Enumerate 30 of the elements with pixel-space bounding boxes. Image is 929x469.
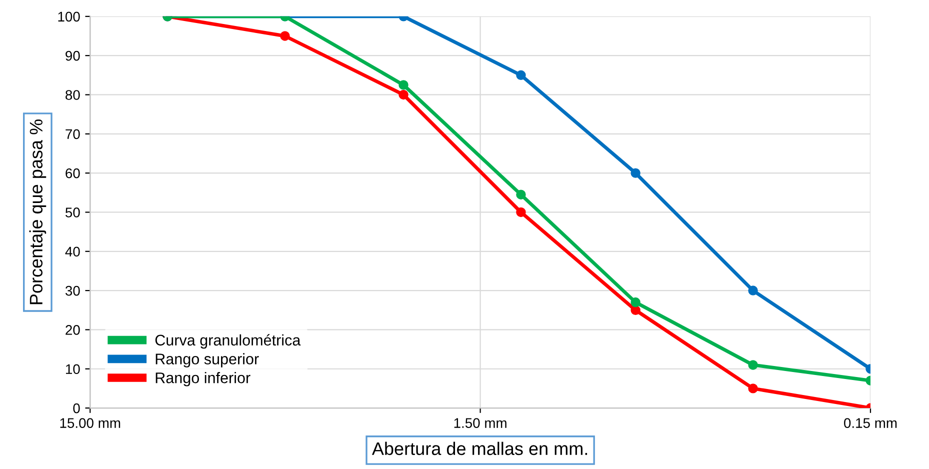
y-tick-label: 70 xyxy=(66,129,80,140)
y-tick-label: 20 xyxy=(66,325,80,335)
y-tick-label: 50 xyxy=(66,208,80,218)
y-tick-label: 100 xyxy=(58,12,80,22)
point xyxy=(516,207,526,218)
point xyxy=(398,90,408,100)
x-tick-label: 1.50 mm xyxy=(454,418,506,428)
point xyxy=(630,297,640,308)
legend-label: Rango inferior xyxy=(156,372,250,386)
point xyxy=(748,360,758,370)
y-tick-label: 30 xyxy=(65,286,80,296)
y-tick-label: 40 xyxy=(65,246,80,257)
point xyxy=(748,286,758,296)
x-tick-label: 0.15 mm xyxy=(844,418,897,428)
point xyxy=(398,80,408,90)
x-tick-label: 15.00 mm xyxy=(60,418,120,428)
y-tick-label: 10 xyxy=(66,364,80,374)
legend-label: Rango superior xyxy=(156,353,259,368)
legend-label: Curva granulométrica xyxy=(155,334,301,349)
x-axis-title: Abertura de mallas en mm. xyxy=(372,442,588,456)
point xyxy=(748,384,758,394)
y-tick-label: 0 xyxy=(73,403,80,414)
point xyxy=(516,70,526,80)
point xyxy=(630,305,640,315)
point xyxy=(630,168,640,178)
y-tick-label: 80 xyxy=(66,90,80,100)
point xyxy=(516,190,526,200)
y-tick-label: 90 xyxy=(66,50,80,61)
y-tick-label: 60 xyxy=(66,168,80,178)
y-axis-title: Porcentaje que pasa % xyxy=(29,120,46,304)
